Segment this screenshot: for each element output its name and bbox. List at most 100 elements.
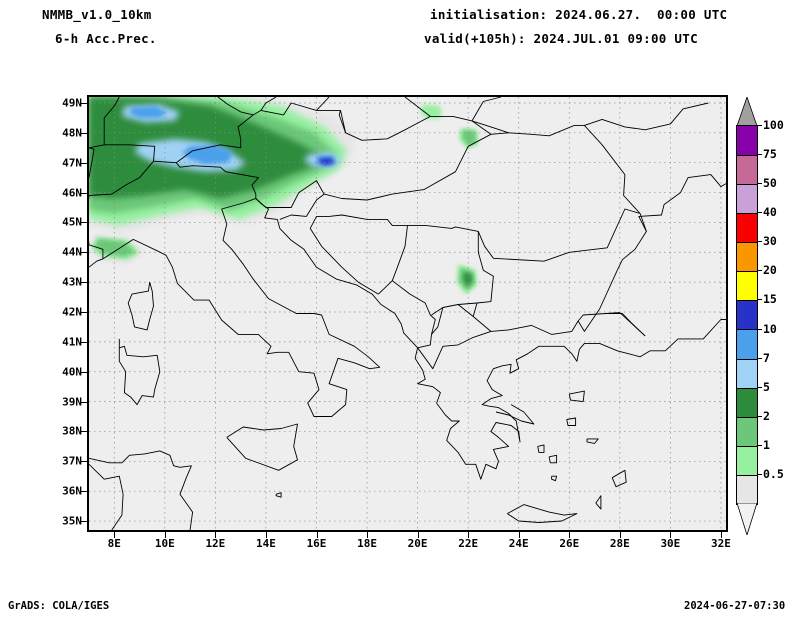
y-axis-tick-label: 36N bbox=[62, 484, 82, 498]
x-axis-tick bbox=[417, 532, 419, 538]
colorbar-tick bbox=[757, 328, 762, 330]
x-axis-tick bbox=[670, 532, 672, 538]
valid-time-label: valid(+105h): 2024.JUL.01 09:00 UTC bbox=[424, 31, 698, 46]
y-axis-tick bbox=[80, 162, 87, 164]
y-axis-tick bbox=[80, 461, 87, 463]
y-axis-tick-label: 46N bbox=[62, 186, 82, 200]
colorbar-band bbox=[737, 213, 757, 243]
colorbar-band bbox=[737, 387, 757, 417]
colorbar-tick-label: 15 bbox=[763, 292, 777, 307]
colorbar-tick-label: 30 bbox=[763, 234, 777, 249]
grads-credit-label: GrADS: COLA/IGES bbox=[8, 600, 110, 612]
x-axis-tick-label: 14E bbox=[256, 537, 276, 550]
precip-band-10-15 bbox=[129, 106, 337, 166]
x-axis-tick-label: 8E bbox=[107, 537, 121, 550]
colorbar-band bbox=[737, 271, 757, 301]
precip-band-5-7 bbox=[463, 271, 472, 287]
y-axis-tick bbox=[80, 341, 87, 343]
y-axis-tick-label: 48N bbox=[62, 126, 82, 140]
x-axis-tick-label: 24E bbox=[508, 537, 529, 550]
y-axis-tick-label: 41N bbox=[62, 335, 82, 349]
colorbar-under-arrow bbox=[736, 503, 758, 535]
colorbar-tick bbox=[757, 386, 762, 388]
y-axis-tick bbox=[80, 491, 87, 493]
y-axis-tick bbox=[80, 222, 87, 224]
precip-band-15-20 bbox=[319, 158, 335, 166]
x-axis-tick bbox=[720, 532, 722, 538]
precipitation-layer bbox=[89, 97, 479, 295]
colorbar-band bbox=[737, 358, 757, 388]
y-axis-tick-label: 38N bbox=[62, 424, 82, 438]
colorbar-tick-label: 75 bbox=[763, 147, 777, 162]
colorbar-tick-label: 20 bbox=[763, 263, 777, 278]
y-axis-tick-label: 40N bbox=[62, 365, 82, 379]
y-axis-tick bbox=[80, 312, 87, 313]
y-axis-tick bbox=[80, 401, 87, 403]
y-axis-tick bbox=[80, 192, 87, 194]
y-axis-tick bbox=[80, 132, 87, 134]
colorbar-band bbox=[737, 155, 757, 185]
colorbar-tick bbox=[757, 444, 762, 446]
colorbar-tick bbox=[757, 473, 762, 475]
x-axis-tick bbox=[619, 532, 621, 538]
x-axis-tick bbox=[569, 532, 571, 538]
colorbar-band bbox=[737, 474, 757, 504]
x-axis-tick-label: 16E bbox=[306, 537, 327, 550]
colorbar-tick bbox=[757, 183, 762, 185]
x-axis-tick bbox=[468, 532, 470, 538]
colorbar-band bbox=[737, 300, 757, 330]
field-name-label: 6-h Acc.Prec. bbox=[55, 31, 157, 46]
x-axis-tick bbox=[316, 532, 318, 538]
y-axis-tick-label: 43N bbox=[62, 275, 82, 289]
colorbar-tick bbox=[757, 270, 762, 272]
colorbar-tick bbox=[757, 125, 762, 126]
y-axis-tick bbox=[80, 102, 87, 104]
x-axis-tick-label: 32E bbox=[711, 537, 731, 550]
precipitation-colorbar bbox=[736, 125, 758, 505]
x-axis-tick-label: 20E bbox=[407, 537, 428, 550]
colorbar-tick-label: 0.5 bbox=[763, 466, 784, 481]
colorbar-tick bbox=[757, 154, 762, 156]
colorbar-tick-label: 1 bbox=[763, 437, 770, 452]
colorbar-tick-label: 40 bbox=[763, 205, 777, 220]
y-axis-tick bbox=[80, 282, 87, 284]
x-axis-tick-label: 26E bbox=[559, 537, 580, 550]
colorbar-tick-label: 10 bbox=[763, 321, 777, 336]
y-axis-tick bbox=[80, 252, 87, 254]
colorbar-tick-label: 50 bbox=[763, 176, 777, 191]
y-axis-tick-label: 49N bbox=[62, 96, 82, 110]
y-axis-tick-label: 35N bbox=[62, 514, 82, 528]
x-axis-tick-label: 28E bbox=[609, 537, 630, 550]
colorbar-tick-label: 100 bbox=[763, 118, 784, 132]
x-axis-tick bbox=[215, 532, 217, 538]
model-name-label: NMMB_v1.0_10km bbox=[42, 7, 152, 22]
x-axis-tick bbox=[164, 532, 166, 538]
colorbar-tick-label: 5 bbox=[763, 379, 770, 394]
map-gridlines bbox=[89, 97, 726, 530]
colorbar-over-arrow bbox=[736, 97, 758, 126]
x-axis-tick-label: 22E bbox=[458, 537, 479, 550]
colorbar-tick-label: 7 bbox=[763, 350, 770, 365]
x-axis-tick bbox=[114, 532, 116, 538]
colorbar-tick-label: 2 bbox=[763, 408, 770, 423]
coastline-layer bbox=[89, 97, 726, 530]
y-axis-tick bbox=[80, 431, 87, 433]
y-axis-tick-label: 39N bbox=[62, 395, 82, 409]
colorbar-band bbox=[737, 184, 757, 214]
colorbar-band bbox=[737, 445, 757, 475]
colorbar-tick bbox=[757, 241, 762, 243]
colorbar-tick bbox=[757, 415, 762, 417]
render-timestamp-label: 2024-06-27-07:30 bbox=[684, 600, 786, 612]
colorbar-band bbox=[737, 126, 757, 156]
colorbar-band bbox=[737, 242, 757, 272]
y-axis-tick-label: 42N bbox=[62, 305, 82, 319]
x-axis-tick-label: 30E bbox=[660, 537, 681, 550]
colorbar-tick bbox=[757, 299, 762, 301]
x-axis-tick-label: 12E bbox=[205, 537, 226, 550]
colorbar-band bbox=[737, 416, 757, 446]
precipitation-map bbox=[89, 97, 726, 530]
x-axis-tick-label: 18E bbox=[357, 537, 377, 550]
y-axis-tick bbox=[80, 521, 87, 523]
y-axis-tick-label: 44N bbox=[62, 245, 82, 259]
x-axis-tick-label: 10E bbox=[154, 537, 175, 550]
